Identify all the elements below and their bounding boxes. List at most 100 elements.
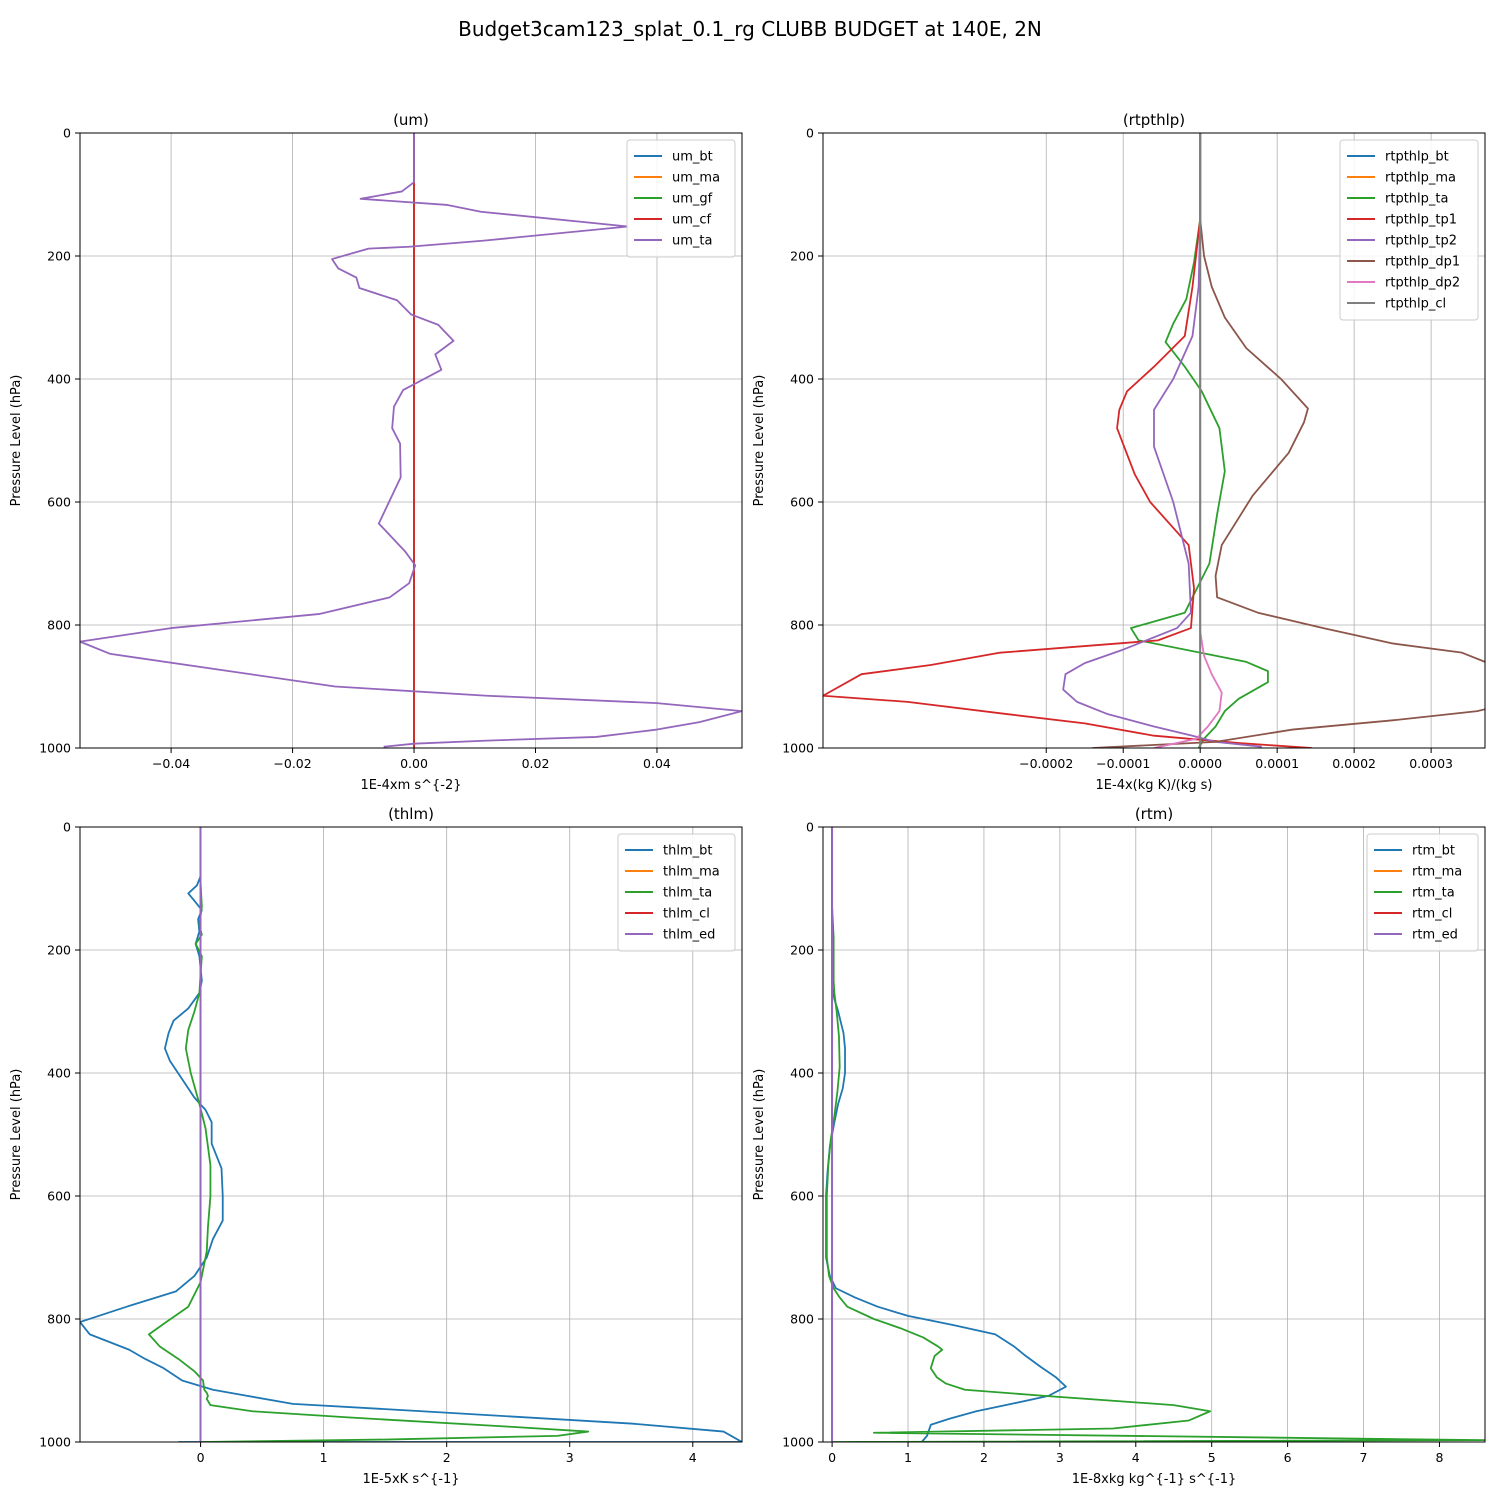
legend-box <box>1339 139 1479 321</box>
legend-label-rtpthlp_ma: rtpthlp_ma <box>1385 171 1456 186</box>
x-tick-label: 0 <box>828 1450 836 1465</box>
y-tick-label: 1000 <box>782 741 814 756</box>
series-line-um_ta <box>80 133 742 748</box>
legend-label-rtpthlp_dp2: rtpthlp_dp2 <box>1385 276 1460 291</box>
y-tick-label: 0 <box>63 126 71 141</box>
legend-box <box>626 139 736 258</box>
axes-frame <box>822 826 1486 1443</box>
y-tick-label: 400 <box>47 1066 71 1081</box>
x-tick-label: 2 <box>980 1450 988 1465</box>
legend: um_bt um_ma um_gf um_cf um_ta <box>626 139 736 258</box>
series-line-thlm_bt <box>80 827 742 1442</box>
y-tick-label: 600 <box>47 495 71 510</box>
legend-label-rtpthlp_cl: rtpthlp_cl <box>1385 297 1446 312</box>
subplot-title: (rtpthlp) <box>1123 111 1185 129</box>
y-tick-label: 200 <box>47 249 71 264</box>
x-tick-label: 6 <box>1284 1450 1292 1465</box>
y-tick-label: 0 <box>806 126 814 141</box>
x-axis-label: 1E-5xK s^{-1} <box>363 1472 460 1487</box>
x-tick-label: 0.02 <box>522 756 550 771</box>
legend-label-um_ta: um_ta <box>672 234 712 249</box>
x-tick-label: 3 <box>1056 1450 1064 1465</box>
subplot-grid: −0.04 −0.02 0.00 0.02 0.0402004006008001000(… <box>9 111 1486 1487</box>
subplot-title: (rtm) <box>1135 805 1173 823</box>
y-tick-label: 800 <box>47 618 71 633</box>
legend: thlm_bt thlm_ma thlm_ta thlm_cl thlm_ed <box>617 833 736 952</box>
y-axis-label: Pressure Level (hPa) <box>752 1069 767 1201</box>
x-tick-label: 5 <box>1208 1450 1216 1465</box>
x-tick-label: 0.0003 <box>1409 756 1453 771</box>
series-line-rtm_bt <box>825 827 1067 1442</box>
y-tick-label: 200 <box>790 943 814 958</box>
x-tick-label: 4 <box>689 1450 697 1465</box>
legend-label-rtm_ma: rtm_ma <box>1412 865 1462 880</box>
legend-box <box>617 833 736 952</box>
x-axis-label: 1E-8xkg kg^{-1} s^{-1} <box>1072 1472 1237 1487</box>
series-line-rtpthlp_tp2 <box>1062 133 1262 748</box>
y-tick-label: 0 <box>63 820 71 835</box>
series-lines <box>80 827 742 1442</box>
legend-label-um_gf: um_gf <box>672 192 713 207</box>
y-axis-label: Pressure Level (hPa) <box>9 375 24 507</box>
x-axis-label: 1E-4xm s^{-2} <box>360 778 461 793</box>
subplot-3: 0 1 2 3 4 5 6 7 8 0 200 400 600 800 1000 (rtm) 1E-8xkg k… <box>752 805 1486 1487</box>
legend-label-rtpthlp_ta: rtpthlp_ta <box>1385 192 1448 207</box>
x-tick-label: 7 <box>1360 1450 1368 1465</box>
x-tick-label: −0.0002 <box>1019 756 1073 771</box>
x-tick-label: 1 <box>320 1450 328 1465</box>
legend-label-thlm_bt: thlm_bt <box>663 844 712 859</box>
y-tick-label: 800 <box>790 618 814 633</box>
x-axis-label: 1E-4x(kg K)/(kg s) <box>1096 778 1213 793</box>
x-tick-label: 2 <box>443 1450 451 1465</box>
y-tick-label: 1000 <box>39 741 71 756</box>
x-tick-label: −0.02 <box>273 756 311 771</box>
y-tick-label: 400 <box>790 372 814 387</box>
subplot-title: (um) <box>393 111 429 129</box>
y-tick-label: 200 <box>47 943 71 958</box>
legend-label-um_bt: um_bt <box>672 150 713 165</box>
series-lines <box>825 827 1485 1442</box>
legend-label-thlm_ma: thlm_ma <box>663 865 720 880</box>
axes-frame <box>822 132 1486 749</box>
x-tick-label: 0.00 <box>400 756 428 771</box>
series-line-rtpthlp_tp1 <box>823 133 1312 748</box>
y-tick-label: 800 <box>790 1312 814 1327</box>
x-tick-label: 0.0000 <box>1178 756 1222 771</box>
axes-frame <box>79 826 743 1443</box>
series-lines <box>80 133 742 748</box>
series-line-rtm_ta <box>825 827 1485 1442</box>
x-tick-label: 0.0002 <box>1332 756 1376 771</box>
subplot-0: −0.04 −0.02 0.00 0.02 0.04 0 200 400 600 800 1000 (… <box>9 111 743 793</box>
x-tick-label: −0.04 <box>152 756 190 771</box>
legend-label-rtm_ed: rtm_ed <box>1412 928 1458 943</box>
legend-label-um_ma: um_ma <box>672 171 720 186</box>
y-tick-label: 600 <box>47 1189 71 1204</box>
series-line-rtpthlp_ta <box>1130 133 1269 748</box>
x-tick-label: 4 <box>1132 1450 1140 1465</box>
subplot-title: (thlm) <box>388 805 434 823</box>
legend-box <box>1366 833 1479 952</box>
axes-frame <box>79 132 743 749</box>
legend-label-rtpthlp_tp1: rtpthlp_tp1 <box>1385 213 1457 228</box>
x-tick-label: 1 <box>904 1450 912 1465</box>
legend-label-rtpthlp_dp1: rtpthlp_dp1 <box>1385 255 1460 270</box>
y-tick-label: 0 <box>806 820 814 835</box>
subplot-1: −0.0002 −0.0001 0.0000 0.0001 0.0002 0.0003 0 2… <box>752 111 1486 793</box>
series-line-rtpthlp_dp1 <box>1092 133 1485 748</box>
y-tick-label: 600 <box>790 495 814 510</box>
x-tick-label: 8 <box>1435 1450 1443 1465</box>
y-tick-label: 600 <box>790 1189 814 1204</box>
legend-label-rtpthlp_tp2: rtpthlp_tp2 <box>1385 234 1457 249</box>
y-axis-label: Pressure Level (hPa) <box>9 1069 24 1201</box>
y-tick-label: 1000 <box>39 1435 71 1450</box>
legend-label-thlm_ta: thlm_ta <box>663 886 712 901</box>
y-tick-label: 400 <box>790 1066 814 1081</box>
subplot-2: 0 1 2 3 4 0 200 400 600 800 1000 (thlm) 1E-5xK s^{-1… <box>9 805 743 1487</box>
x-tick-label: 3 <box>566 1450 574 1465</box>
y-tick-label: 200 <box>790 249 814 264</box>
legend-label-thlm_ed: thlm_ed <box>663 928 715 943</box>
legend-label-rtm_cl: rtm_cl <box>1412 907 1452 922</box>
series-lines <box>823 133 1485 748</box>
